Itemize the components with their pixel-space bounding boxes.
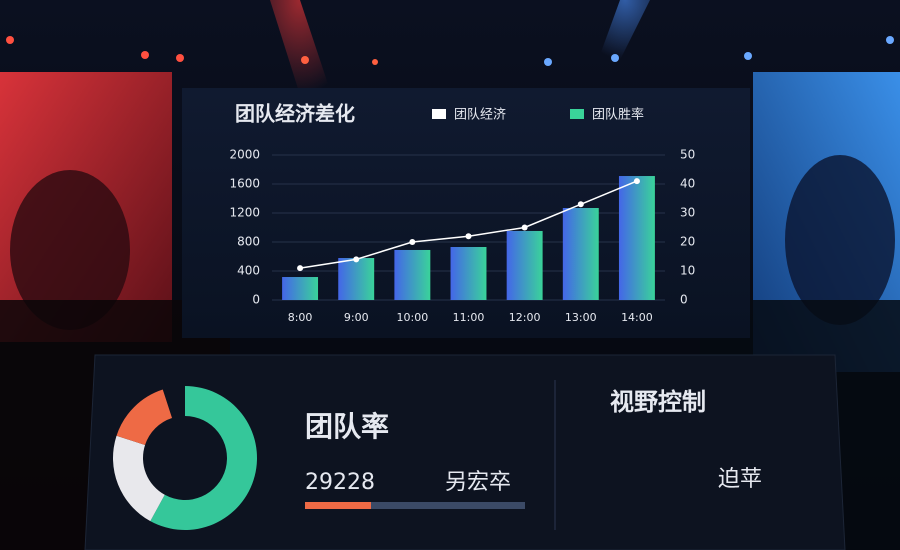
stage-lights [6,0,894,95]
x-tick-label: 8:00 [288,311,313,324]
line-point [297,265,304,272]
progress-fill [305,502,371,509]
line-point [409,239,416,245]
line-point [633,178,640,185]
bar [506,230,543,300]
line-point [465,233,472,240]
pie-title: 视野控制 [610,388,706,416]
side-screens [0,72,900,550]
y-tick-label: 1600 [229,177,260,191]
donut-segment [116,389,173,446]
x-tick-label: 13:00 [565,311,597,324]
x-tick-label: 12:00 [509,311,541,324]
donut-caption: 另宏卒 [445,470,511,495]
progress-track [305,502,525,509]
pie-caption: 迫苹 [718,467,762,492]
y2-tick-label: 50 [680,148,695,162]
bar [394,249,431,300]
line-point [353,256,360,263]
chart-title: 团队经济差化 [235,102,355,126]
legend-swatch [432,109,446,119]
y-tick-label: 800 [237,235,260,249]
y-tick-label: 1200 [229,206,260,220]
line-point [521,224,528,231]
y2-tick-label: 30 [680,206,695,220]
bottom-panel [84,354,846,550]
legend-label: 团队胜率 [592,107,644,123]
bar [450,247,487,300]
bar [562,207,599,300]
y-tick-label: 400 [237,264,260,278]
legend-swatch [570,109,584,119]
bar [282,277,319,300]
x-tick-label: 10:00 [397,311,429,324]
x-tick-label: 11:00 [453,311,485,324]
y2-tick-label: 10 [680,264,695,278]
y-tick-label: 2000 [229,148,260,162]
x-tick-label: 9:00 [344,311,369,324]
donut-segment [112,435,165,522]
donut-segment [150,386,257,530]
bar [618,176,655,300]
y2-tick-label: 0 [680,293,688,307]
donut-value: 29228 [305,470,375,495]
donut-title: 团队率 [305,410,389,443]
line-point [577,201,584,208]
y2-tick-label: 20 [680,235,695,249]
legend-label: 团队经济 [454,108,506,123]
y-tick-label: 0 [252,293,260,307]
bar [338,258,375,300]
y2-tick-label: 40 [680,177,695,191]
x-tick-label: 14:00 [621,311,653,324]
